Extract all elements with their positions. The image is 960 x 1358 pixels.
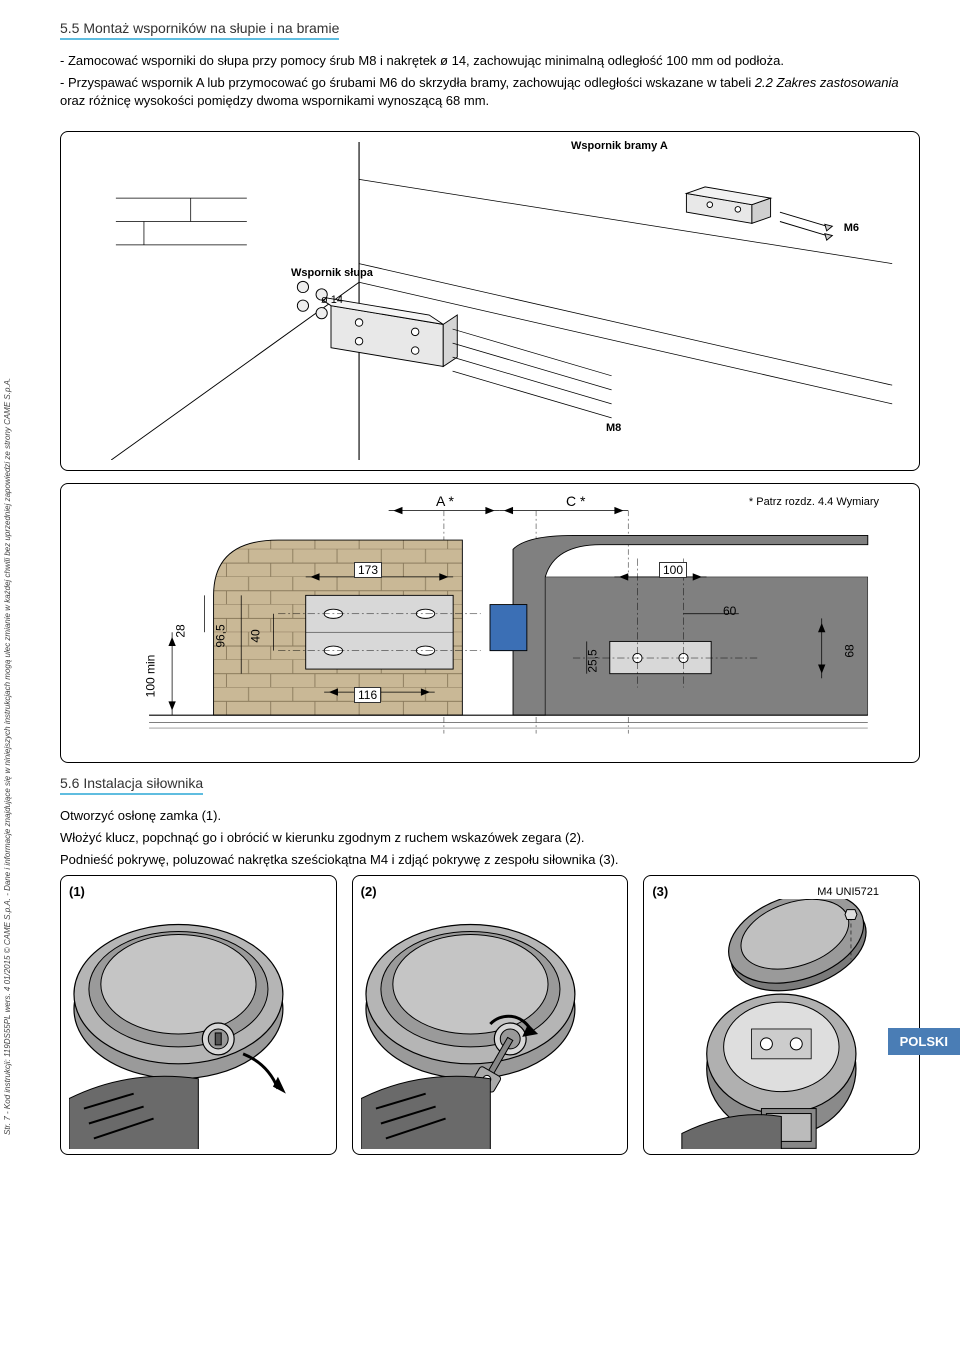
side-footer-text: Str. 7 - Kod instrukcji: 119DS55PL wers.… [3,378,12,1135]
lower-diagram: A * C * * Patrz rozdz. 4.4 Wymiary 173 1… [60,483,920,763]
section-56-title: 5.6 Instalacja siłownika [60,775,203,795]
panel-1-num: (1) [69,884,328,899]
label-m8: M8 [606,422,621,434]
dim-C: C * [566,493,585,509]
label-m6: M6 [844,222,859,234]
dim-25-5: 25,5 [586,649,600,672]
language-tab: POLSKI [888,1028,960,1055]
bullet-1: - Zamocować wsporniki do słupa przy pomo… [60,52,920,70]
label-gate-bracket: Wspornik bramy A [571,140,668,152]
m4-label: M4 UNI5721 [817,886,879,898]
dim-60: 60 [723,604,736,618]
dim-40: 40 [249,629,263,642]
dim-173: 173 [354,562,382,578]
panel-1: (1) [60,875,337,1155]
upper-diagram: Wspornik bramy A M6 Wspornik słupa ø 14 … [60,131,920,471]
sec56-line1: Otworzyć osłonę zamka (1). [60,807,920,825]
panel-3: (3) M4 UNI5721 [643,875,920,1155]
dim-28: 28 [174,624,188,637]
label-post-bracket: Wspornik słupa [291,267,373,279]
label-d14: ø 14 [321,294,343,306]
sec56-line3: Podnieść pokrywę, poluzować nakrętka sze… [60,851,920,869]
dim-note: * Patrz rozdz. 4.4 Wymiary [749,496,879,508]
bullet-2c: oraz różnicę wysokości pomiędzy dwoma ws… [60,93,489,108]
dim-116: 116 [354,687,381,703]
dim-note-text: * Patrz rozdz. 4.4 Wymiary [749,496,879,508]
dim-68: 68 [843,644,857,657]
bullet-2a: - Przyspawać wspornik A lub przymocować … [60,75,755,90]
panels-row: (1) (2) [60,875,920,1155]
panel-2: (2) [352,875,629,1155]
dim-100min: 100 min [143,654,157,697]
dim-100: 100 [659,562,687,578]
dim-96-5: 96,5 [214,624,228,647]
section-55-title: 5.5 Montaż wsporników na słupie i na bra… [60,20,339,40]
bullet-2b: 2.2 Zakres zastosowania [755,75,899,90]
dim-A: A * [436,493,454,509]
panel-2-num: (2) [361,884,620,899]
sec56-line2: Włożyć klucz, popchnąć go i obrócić w ki… [60,829,920,847]
bullet-2: - Przyspawać wspornik A lub przymocować … [60,74,920,110]
